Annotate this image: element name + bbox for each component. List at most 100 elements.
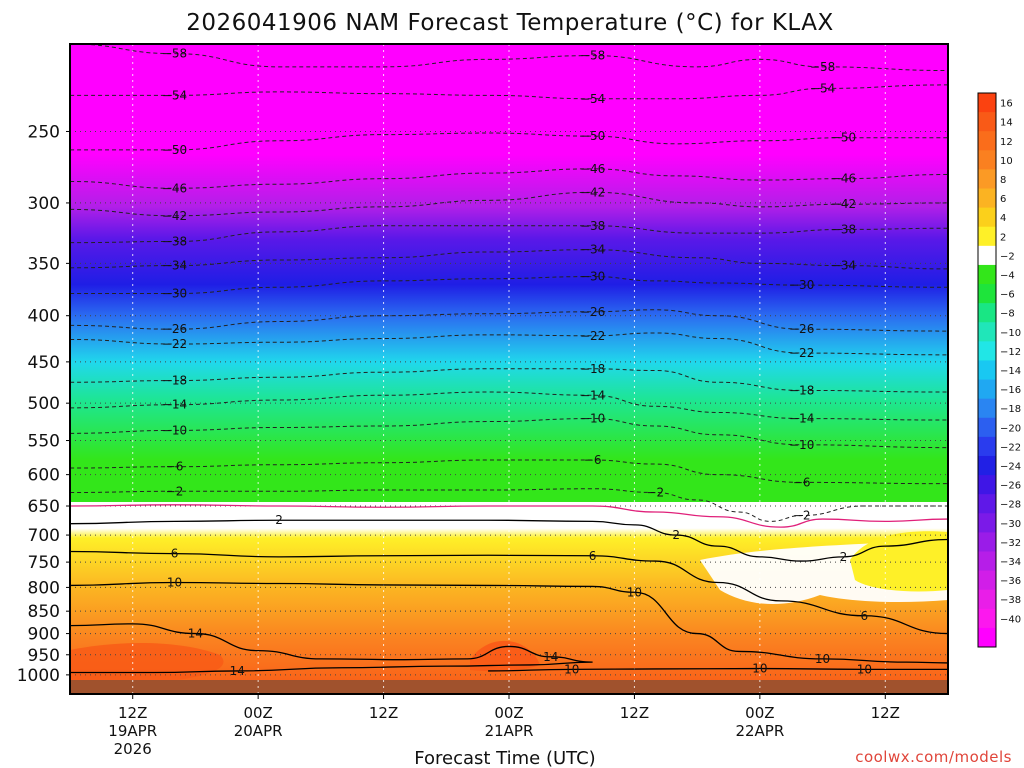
colorbar-tick-label: −16 [1000,385,1021,396]
colorbar-tick-label: 12 [1000,137,1013,148]
isotherm-line [70,225,948,244]
colorbar-tick-label: −24 [1000,462,1021,473]
pressure-tick-label: 900 [28,625,60,645]
chart-title: 2026041906 NAM Forecast Temperature (°C)… [186,10,834,36]
time-tick-time: 12Z [620,704,649,722]
colorbar-swatch [978,494,996,514]
isotherm-label: 10 [564,662,579,676]
isotherm-label: −14 [162,398,187,412]
pressure-tick-label: 750 [28,553,60,573]
isotherm-label: −54 [162,88,187,102]
isotherm-label: −22 [162,337,187,351]
colorbar-swatch [978,379,996,400]
isotherm-labels: −58 −58 −58 −54 −54 −54 −50 −50 −50 −46 −46 −46 −42 −… [162,47,872,678]
colorbar-tick-label: −28 [1000,500,1021,511]
time-tick-time: 00Z [243,704,272,722]
isotherm-label: −26 [789,322,814,336]
time-tick-date: 21APR [485,722,534,740]
plot-area [70,44,948,694]
isotherm-label: −54 [580,92,605,106]
colorbar-tick-label: −30 [1000,519,1021,530]
colorbar-tick-label: −20 [1000,423,1021,434]
colorbar-tick-label: 2 [1000,232,1006,243]
isotherm-line [70,623,593,674]
colorbar-tick-label: −8 [1000,309,1015,320]
colorbar-tick-label: 6 [1000,194,1006,205]
colorbar-swatch [978,264,996,285]
colorbar-swatch [978,532,996,552]
isotherm-label: 2 [275,513,283,527]
colorbar-swatch [978,303,996,323]
time-tick-date: 22APR [735,722,784,740]
pressure-tick-label: 500 [28,394,60,414]
colorbar-swatch [978,551,996,572]
isotherm-label: 6 [861,609,869,623]
time-tick-time: 12Z [871,704,900,722]
isotherm-label: 6 [589,549,597,563]
colorbar-swatch [978,398,996,419]
isotherm-label: −30 [789,278,814,292]
isotherm-label: −18 [789,383,814,397]
isotherm-label: 10 [857,662,872,676]
colorbar-swatch [978,93,996,113]
time-tick-year: 2026 [114,740,152,758]
colorbar-swatch [978,226,996,247]
pressure-tick-label: 950 [28,646,60,666]
colorbar-frame [977,92,997,648]
colorbar-swatch [978,188,996,209]
pressure-tick-label: 350 [28,254,60,274]
isotherm-line [70,84,948,100]
isotherm-label: −42 [580,185,605,199]
isotherm-label: −42 [162,209,187,223]
colorbar-swatch [978,169,996,190]
isotherm-label: −50 [580,129,605,143]
isotherm-label: −58 [580,49,605,63]
isotherm-label: −26 [162,322,187,336]
isotherm-label: −46 [162,181,187,195]
isotherm-label: −18 [580,362,605,376]
warm-pocket-region [850,531,948,592]
colorbar-tick-label: −34 [1000,557,1021,568]
colorbar-swatch [978,207,996,228]
isotherm-label: −38 [831,222,856,236]
isotherm-label: −38 [162,234,187,248]
isotherm-line [488,667,948,672]
time-tick-time: 00Z [494,704,523,722]
isotherm-label: −38 [580,219,605,233]
isotherm-label: 10 [815,652,830,666]
time-tick-date: 19APR [108,722,157,740]
isotherm-label: −2 [646,486,664,500]
isotherm-label: 2 [840,550,848,564]
isotherm-label: −30 [162,287,187,301]
isotherm-label: −14 [789,412,814,426]
isotherm-label: −34 [580,243,605,257]
isotherm-line [70,550,948,635]
colorbar-swatch [978,608,996,629]
colorbar-tick-label: −4 [1000,270,1015,281]
pressure-tick-label: 700 [28,526,60,546]
isotherm-label: −10 [162,423,187,437]
isotherm-label: −18 [162,374,187,388]
colorbar-tick-label: −32 [1000,538,1021,549]
isotherm-label: 10 [752,662,767,676]
isotherm-label: −22 [580,329,605,343]
colorbar-swatch [978,131,996,151]
isotherm-line [70,488,948,522]
colorbar-tick-label: −22 [1000,442,1021,453]
time-tick-date: 20APR [234,722,283,740]
colorbar-tick-label: −40 [1000,614,1021,625]
colorbar-tick-label: −10 [1000,328,1021,339]
time-tick-time: 12Z [118,704,147,722]
colorbar-swatch [978,322,996,342]
colorbar-swatch [978,417,996,438]
isotherm-line [70,581,948,664]
colorbar-swatch [978,589,996,610]
colorbar-swatch [978,112,996,132]
isotherm-label: −10 [580,412,605,426]
isotherm-label: −6 [584,453,602,467]
pressure-tick-label: 450 [28,353,60,373]
colorbar-swatch [978,245,996,266]
pressure-tick-label: 800 [28,578,60,598]
time-tick-time: 12Z [369,704,398,722]
